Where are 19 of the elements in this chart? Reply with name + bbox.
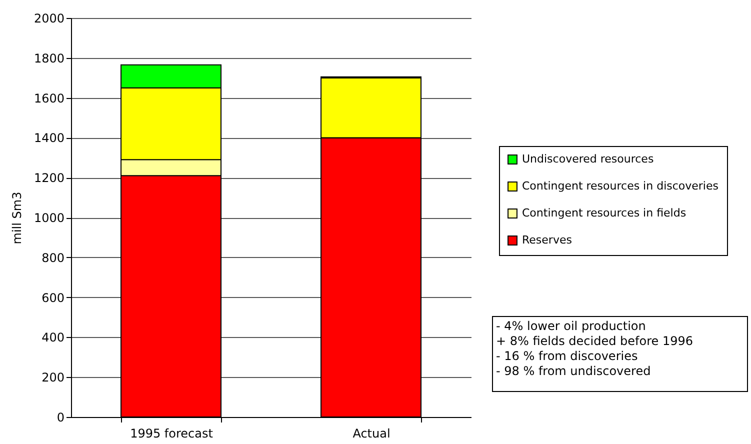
y-tick-label: 1600 <box>34 91 64 106</box>
y-tick-label: 0 <box>56 410 64 424</box>
legend-label: Contingent resources in discoveries <box>522 180 719 192</box>
note-box: - 4% lower oil production + 8% fields decided before 1996 - 16 % from discoveries - 98 % from undiscovered <box>492 316 748 392</box>
y-tick-label: 2000 <box>34 12 64 26</box>
y-tick-label: 600 <box>42 290 64 305</box>
y-tick-label: 400 <box>42 330 64 345</box>
y-tick-label: 800 <box>42 250 64 265</box>
y-tick-label: 1400 <box>34 131 64 146</box>
legend-label: Reserves <box>522 234 572 246</box>
x-tick-label: Actual <box>352 426 390 440</box>
y-tick-label: 1200 <box>34 171 64 186</box>
y-axis-title: mill Sm3 <box>10 192 24 244</box>
y-tick-label: 200 <box>42 370 64 385</box>
legend-label: Undiscovered resources <box>522 152 654 166</box>
y-tick-label: 1800 <box>34 51 64 66</box>
y-tick-label: 1000 <box>34 211 64 225</box>
legend-label: Contingent resources in fields <box>522 206 686 220</box>
x-tick-label: 1995 forecast <box>130 426 214 440</box>
